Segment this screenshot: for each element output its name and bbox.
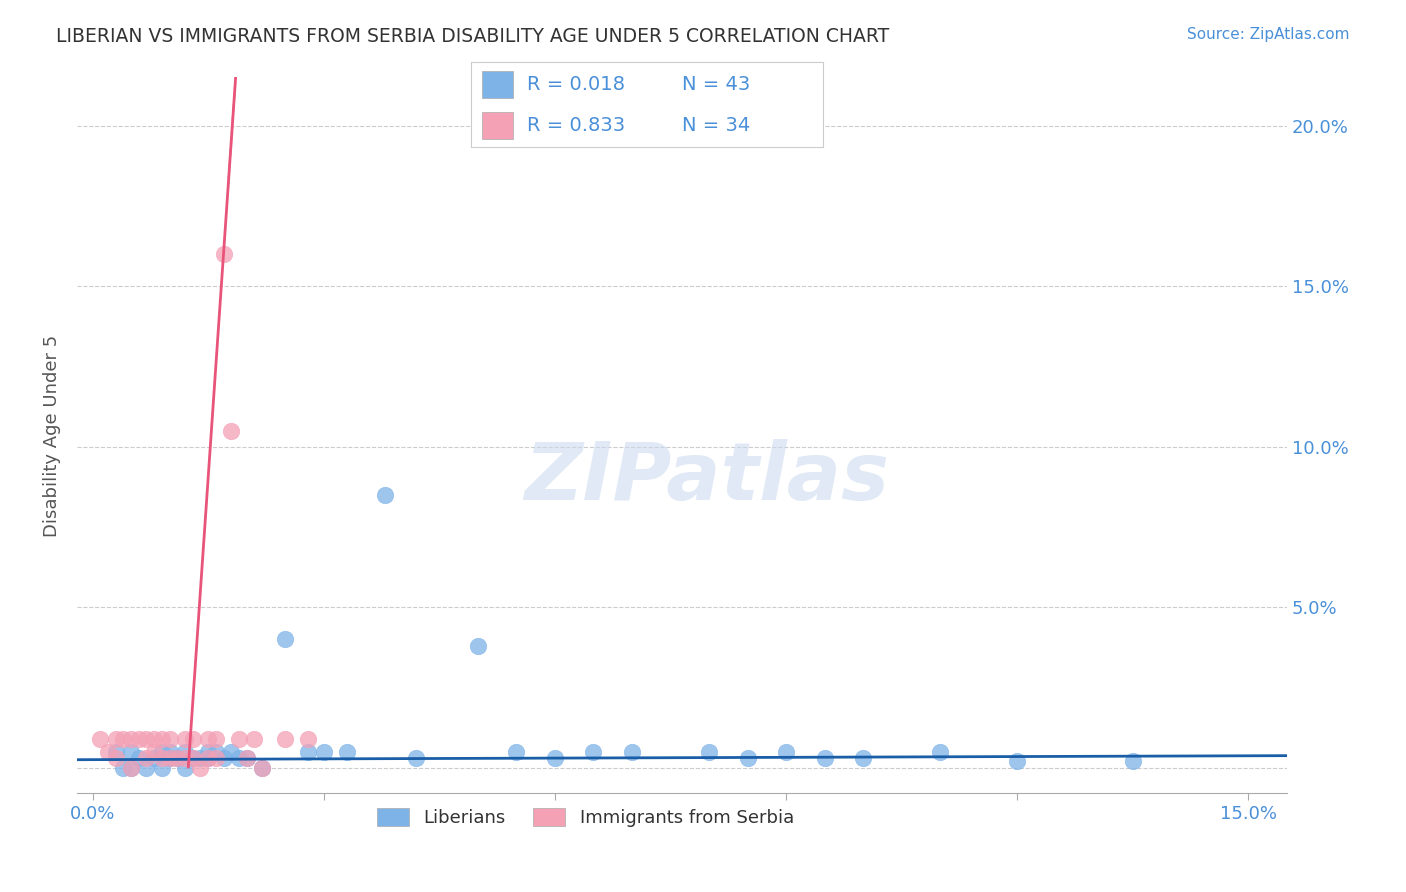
Point (159, 751, 181, 765)
Point (120, 731, 142, 746)
Point (250, 761, 273, 775)
Text: N = 43: N = 43 (682, 75, 751, 94)
Point (697, 745, 720, 759)
Point (813, 751, 835, 765)
Point (197, 731, 219, 746)
Point (159, 731, 181, 746)
Point (174, 745, 197, 759)
Point (1122, 754, 1144, 768)
Text: ZIPatlas: ZIPatlas (523, 440, 889, 517)
Point (120, 745, 142, 759)
Point (128, 751, 150, 765)
Point (174, 731, 197, 746)
Y-axis label: Disability Age Under 5: Disability Age Under 5 (44, 334, 60, 536)
Point (620, 745, 643, 759)
Point (112, 731, 135, 746)
Point (228, 751, 250, 765)
Point (212, 751, 235, 765)
Point (174, 761, 197, 775)
Point (150, 731, 173, 746)
Point (174, 751, 197, 765)
Point (929, 745, 952, 759)
Point (143, 731, 166, 746)
Point (120, 761, 142, 775)
Point (312, 745, 335, 759)
Point (112, 761, 135, 775)
Point (212, 247, 235, 261)
Point (243, 731, 266, 746)
Point (89, 731, 111, 746)
Point (544, 751, 567, 765)
Point (150, 751, 173, 765)
Point (219, 745, 242, 759)
Point (204, 751, 226, 765)
Point (120, 761, 142, 775)
Point (775, 745, 797, 759)
Text: N = 34: N = 34 (682, 116, 751, 135)
Point (150, 761, 173, 775)
Point (297, 731, 319, 746)
Point (159, 745, 181, 759)
Point (1007, 754, 1029, 768)
Point (274, 731, 297, 746)
Point (228, 731, 250, 746)
Point (181, 751, 204, 765)
Point (297, 745, 319, 759)
Point (135, 751, 157, 765)
Point (274, 632, 297, 647)
Point (104, 731, 127, 746)
Point (204, 731, 226, 746)
Point (190, 761, 212, 775)
Legend: Liberians, Immigrants from Serbia: Liberians, Immigrants from Serbia (370, 801, 801, 834)
Point (104, 751, 127, 765)
FancyBboxPatch shape (482, 71, 513, 98)
Point (405, 751, 427, 765)
Text: LIBERIAN VS IMMIGRANTS FROM SERBIA DISABILITY AGE UNDER 5 CORRELATION CHART: LIBERIAN VS IMMIGRANTS FROM SERBIA DISAB… (56, 27, 890, 45)
Point (181, 731, 204, 746)
Point (235, 751, 257, 765)
Point (505, 745, 527, 759)
Point (135, 761, 157, 775)
FancyBboxPatch shape (482, 112, 513, 139)
Point (219, 424, 242, 438)
Point (143, 745, 166, 759)
Point (582, 745, 605, 759)
Point (467, 639, 489, 653)
Point (336, 745, 359, 759)
Point (204, 745, 226, 759)
Point (190, 751, 212, 765)
Point (150, 745, 173, 759)
Point (181, 751, 204, 765)
Point (197, 751, 219, 765)
Point (97, 745, 120, 759)
Point (166, 751, 188, 765)
Text: Source: ZipAtlas.com: Source: ZipAtlas.com (1187, 27, 1350, 42)
Text: R = 0.018: R = 0.018 (527, 75, 626, 94)
Point (166, 751, 188, 765)
Point (737, 751, 759, 765)
Point (143, 751, 166, 765)
Point (852, 751, 875, 765)
Point (104, 745, 127, 759)
Text: R = 0.833: R = 0.833 (527, 116, 626, 135)
Point (250, 761, 273, 775)
Point (235, 751, 257, 765)
Point (197, 751, 219, 765)
Point (135, 731, 157, 746)
Point (159, 751, 181, 765)
Point (374, 488, 396, 502)
Point (197, 745, 219, 759)
Point (128, 731, 150, 746)
